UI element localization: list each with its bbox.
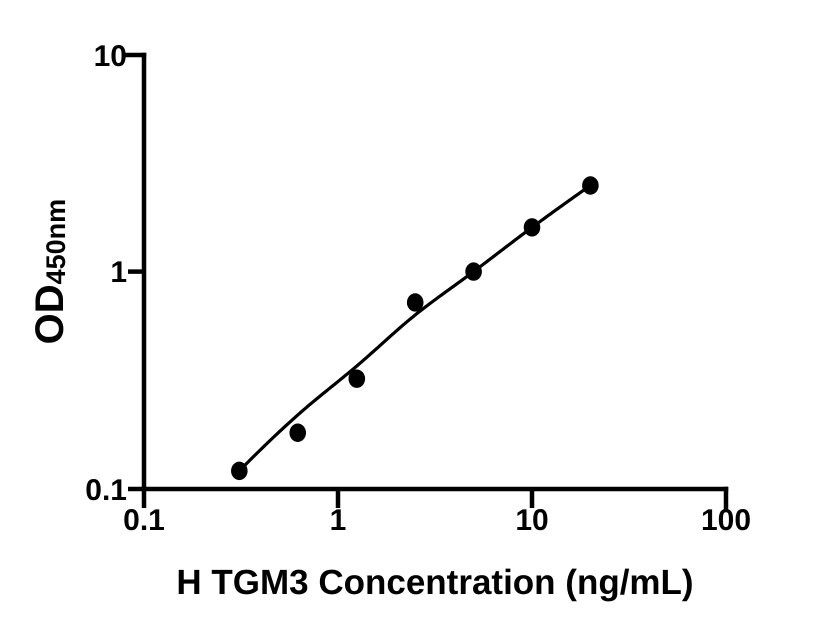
svg-text:OD450nm: OD450nm — [28, 199, 72, 345]
svg-text:0.1: 0.1 — [123, 504, 165, 537]
svg-text:100: 100 — [701, 504, 751, 537]
svg-text:1: 1 — [330, 504, 347, 537]
svg-text:H TGM3 Concentration (ng/mL): H TGM3 Concentration (ng/mL) — [176, 563, 693, 602]
svg-text:0.1: 0.1 — [85, 474, 127, 507]
svg-text:10: 10 — [94, 40, 127, 73]
svg-text:1: 1 — [110, 256, 127, 289]
svg-text:10: 10 — [515, 504, 548, 537]
